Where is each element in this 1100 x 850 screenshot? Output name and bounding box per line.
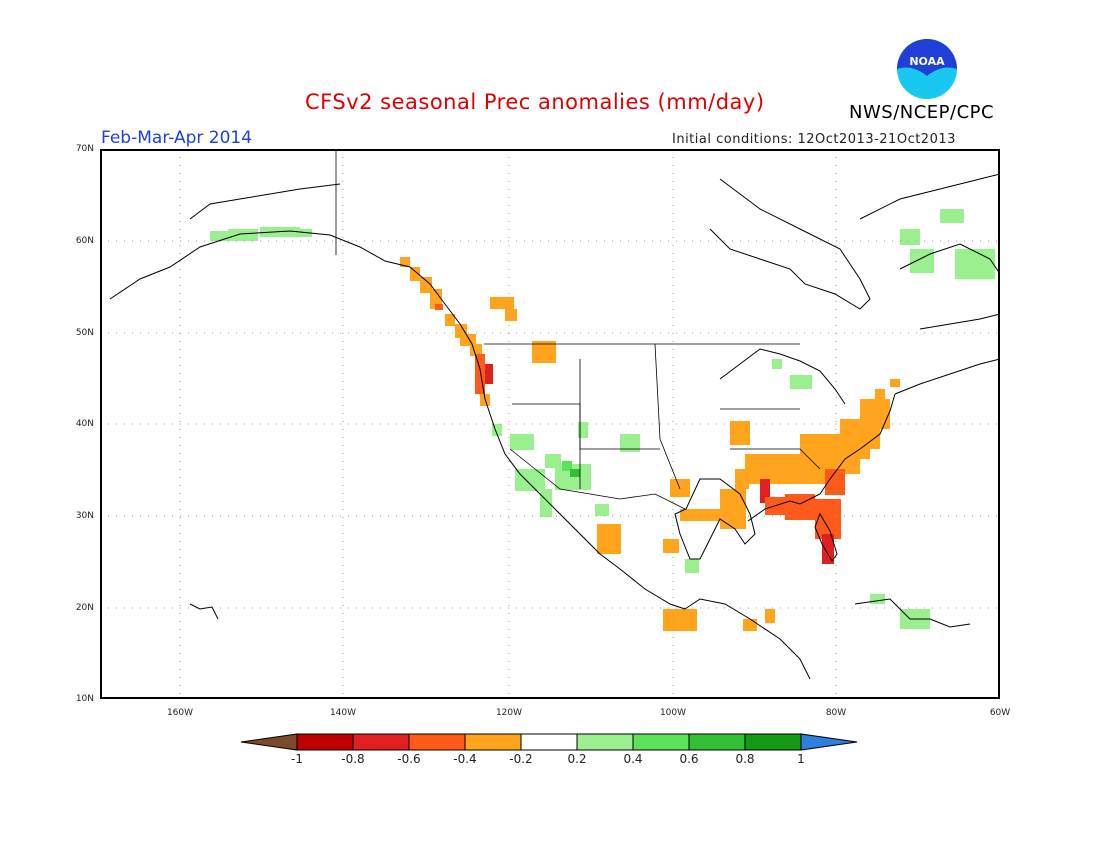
colorbar-label: -0.2 [509, 752, 533, 766]
anomaly-cell [680, 509, 720, 521]
colorbar-swatch [464, 733, 522, 751]
anomaly-cell [940, 209, 964, 223]
anomaly-cell [475, 354, 485, 394]
anomaly-cell [485, 364, 493, 384]
anomaly-cell [772, 359, 782, 369]
anomaly-cell [420, 277, 432, 293]
colorbar-swatch [576, 733, 634, 751]
anomaly-cell [815, 499, 841, 539]
anomaly-cell [460, 334, 476, 346]
anomaly-cells [210, 209, 995, 631]
colorbar-label: 0.8 [735, 752, 755, 766]
anomaly-cell [900, 229, 920, 245]
lat-label: 40N [75, 419, 94, 429]
colorbar [240, 733, 858, 751]
precip-anomaly-map [100, 149, 1000, 699]
anomaly-cell [410, 267, 420, 281]
anomaly-cell [765, 609, 775, 623]
anomaly-cell [685, 559, 699, 573]
anomaly-cell [890, 379, 900, 387]
colorbar-label: -0.6 [397, 752, 421, 766]
anomaly-cell [578, 422, 588, 438]
lon-label: 80W [825, 708, 847, 718]
colorbar-swatch [240, 733, 298, 751]
colorbar-swatch [520, 733, 578, 751]
anomaly-cell [210, 231, 228, 241]
lon-label: 100W [659, 708, 687, 718]
colorbar-label: -0.4 [453, 752, 477, 766]
anomaly-cell [860, 449, 870, 459]
anomaly-cell [620, 434, 640, 452]
anomaly-cell [435, 304, 443, 310]
lon-label: 140W [329, 708, 357, 718]
anomaly-cell [760, 479, 770, 503]
colorbar-label: 1 [797, 752, 805, 766]
lat-label: 20N [75, 603, 94, 613]
initial-conditions: Initial conditions: 12Oct2013-21Oct2013 [672, 132, 956, 147]
anomaly-cell [532, 341, 556, 363]
colorbar-swatch [632, 733, 690, 751]
colorbar-swatch [688, 733, 746, 751]
anomaly-cell [955, 249, 995, 279]
colorbar-swatch [408, 733, 466, 751]
noaa-logo: NOAA [897, 39, 957, 99]
colorbar-label: 0.2 [567, 752, 587, 766]
coastlines [109, 173, 1000, 680]
anomaly-cell [870, 594, 885, 604]
colorbar-swatch [352, 733, 410, 751]
noaa-logo-text: NOAA [909, 55, 945, 68]
anomaly-cell [445, 314, 455, 326]
agency-label: NWS/NCEP/CPC [849, 102, 995, 123]
lat-label: 60N [75, 236, 94, 246]
anomaly-cell [562, 461, 572, 471]
map-title: CFSv2 seasonal Prec anomalies (mm/day) [305, 90, 765, 114]
lon-label: 60W [989, 708, 1011, 718]
anomaly-cell [860, 399, 890, 429]
anomaly-cell [505, 309, 517, 321]
colorbar-label: 0.6 [679, 752, 699, 766]
anomaly-cell [910, 249, 934, 273]
colorbar-label: -0.8 [341, 752, 365, 766]
anomaly-cell [595, 504, 609, 516]
lat-label: 10N [75, 694, 94, 704]
lat-label: 70N [75, 144, 94, 154]
anomaly-cell [663, 539, 679, 553]
lon-label: 120W [495, 708, 523, 718]
lon-label: 160W [166, 708, 194, 718]
anomaly-cell [663, 609, 697, 631]
anomaly-cell [785, 494, 815, 520]
colorbar-swatch [296, 733, 354, 751]
anomaly-cell [743, 619, 757, 631]
lat-label: 30N [75, 511, 94, 521]
colorbar-label: -1 [291, 752, 303, 766]
anomaly-cell [570, 469, 580, 477]
state-borders [335, 149, 821, 510]
anomaly-cell [720, 489, 746, 529]
anomaly-cell [515, 469, 545, 491]
forecast-period: Feb-Mar-Apr 2014 [101, 128, 253, 148]
anomaly-cell [400, 257, 410, 267]
anomaly-cell [228, 229, 258, 241]
anomaly-cell [822, 534, 834, 564]
anomaly-cell [875, 389, 885, 399]
anomaly-cell [790, 375, 812, 389]
anomaly-cell [490, 297, 514, 309]
lat-label: 50N [75, 328, 94, 338]
colorbar-label: 0.4 [623, 752, 643, 766]
anomaly-cell [730, 421, 750, 445]
colorbar-swatch [744, 733, 802, 751]
map-frame [100, 149, 1000, 699]
anomaly-cell [825, 469, 845, 495]
anomaly-cell [540, 489, 552, 517]
anomaly-cell [492, 424, 502, 436]
anomaly-cell [510, 434, 534, 450]
anomaly-cell [597, 524, 621, 554]
colorbar-swatch [800, 733, 858, 751]
